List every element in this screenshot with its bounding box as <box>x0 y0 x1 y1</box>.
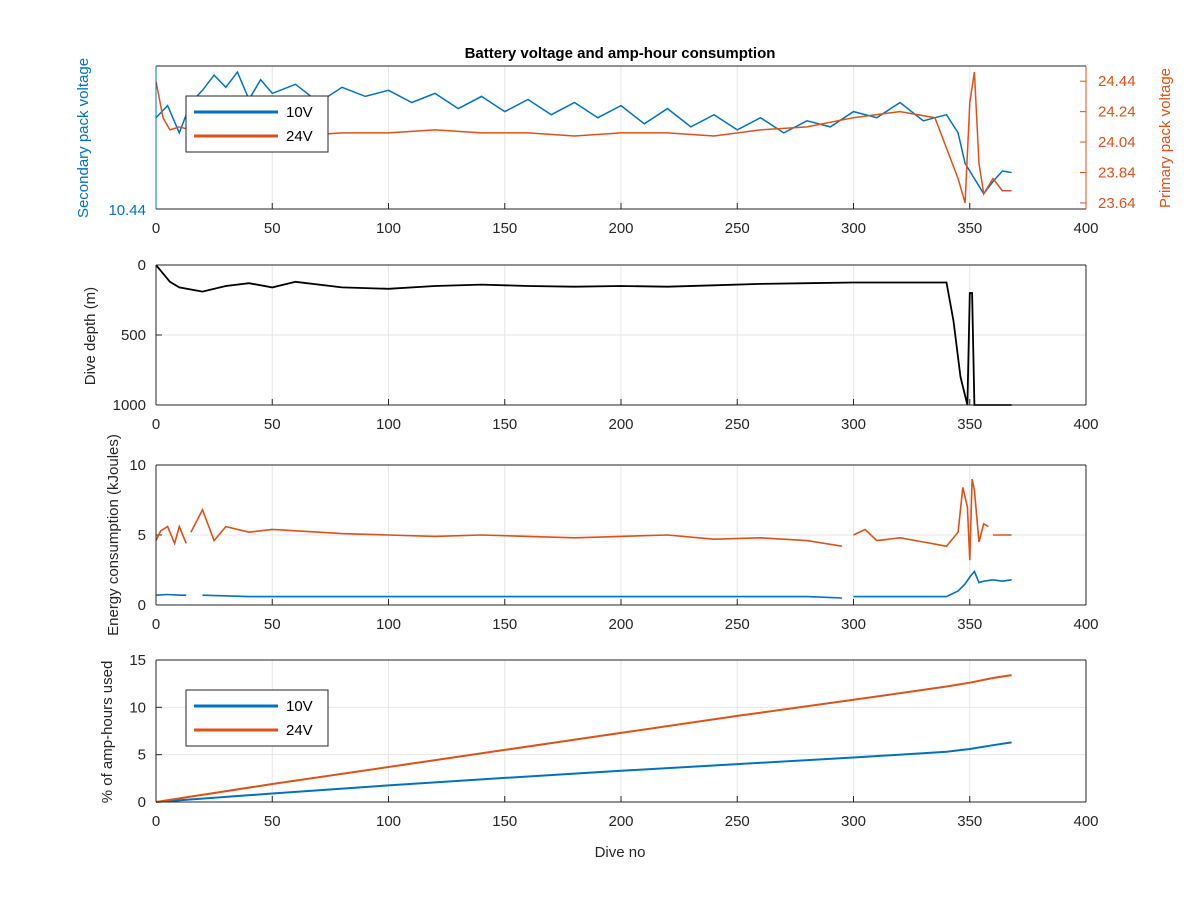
x-tick-label: 0 <box>152 416 160 433</box>
x-tick-label: 50 <box>264 416 281 433</box>
right-y-axis-label: Primary pack voltage <box>1157 68 1174 208</box>
x-tick-label: 300 <box>841 220 866 237</box>
x-tick-label: 150 <box>492 616 517 633</box>
x-tick-label: 350 <box>957 416 982 433</box>
x-tick-label: 400 <box>1073 416 1098 433</box>
depth-panel: Dive depth (m) 0 50 100 150 200 250 300 350 400 0… <box>82 257 1099 433</box>
y-tick-label: 10 <box>129 457 146 474</box>
left-y-tick-label: 10.44 <box>108 202 146 219</box>
x-tick-label: 200 <box>608 813 633 830</box>
chart-title: Battery voltage and amp-hour consumption <box>465 45 776 62</box>
depth-line <box>155 264 1012 406</box>
x-tick-label: 200 <box>608 616 633 633</box>
x-tick-label: 0 <box>152 813 160 830</box>
legend-label: 10V <box>286 698 313 715</box>
energy-panel: Energy consumption (kJoules) 0 50 100 150 20… <box>105 434 1099 636</box>
x-tick-label: 350 <box>957 813 982 830</box>
x-tick-label: 0 <box>152 616 160 633</box>
left-y-axis-label: Secondary pack voltage <box>75 58 92 218</box>
x-tick-label: 100 <box>376 616 401 633</box>
legend-label: 24V <box>286 722 313 739</box>
energy-line-orange <box>155 478 1012 561</box>
y-tick-label: 0 <box>138 257 146 274</box>
right-y-tick-label: 24.04 <box>1098 134 1136 151</box>
x-tick-label: 200 <box>608 416 633 433</box>
x-tick-label: 350 <box>957 220 982 237</box>
y-tick-label: 10 <box>129 699 146 716</box>
x-tick-label: 50 <box>264 616 281 633</box>
x-tick-label: 300 <box>841 416 866 433</box>
amphours-line-24V <box>155 674 1012 803</box>
y-tick-label: 5 <box>138 527 146 544</box>
voltage-panel: Battery voltage and amp-hour consumption… <box>75 45 1174 237</box>
y-tick-label: 1000 <box>113 397 146 414</box>
right-y-tick-label: 23.84 <box>1098 164 1136 181</box>
x-tick-label: 100 <box>376 813 401 830</box>
right-y-tick-label: 23.64 <box>1098 195 1136 212</box>
x-tick-label: 100 <box>376 416 401 433</box>
x-tick-label: 150 <box>492 813 517 830</box>
y-tick-label: 15 <box>129 652 146 669</box>
legend-box <box>185 689 329 747</box>
series-line-10v <box>156 70 1012 196</box>
amphours-y-axis-label: % of amp-hours used <box>99 661 116 804</box>
legend-label: 24V <box>286 128 313 145</box>
x-tick-label: 150 <box>492 220 517 237</box>
x-tick-label: 300 <box>841 616 866 633</box>
x-tick-label: 250 <box>725 813 750 830</box>
legend-label: 10V <box>286 104 313 121</box>
y-tick-label: 5 <box>138 747 146 764</box>
x-tick-label: 250 <box>725 616 750 633</box>
x-tick-label: 400 <box>1073 220 1098 237</box>
x-tick-label: 350 <box>957 616 982 633</box>
legend-box <box>185 95 329 153</box>
x-tick-label: 250 <box>725 220 750 237</box>
x-tick-label: 100 <box>376 220 401 237</box>
x-tick-label: 50 <box>264 220 281 237</box>
x-tick-label: 0 <box>152 220 160 237</box>
x-axis-label: Dive no <box>595 844 646 861</box>
x-tick-label: 250 <box>725 416 750 433</box>
x-tick-label: 400 <box>1073 813 1098 830</box>
x-tick-label: 150 <box>492 416 517 433</box>
y-tick-label: 0 <box>138 794 146 811</box>
energy-line-blue <box>155 569 1012 599</box>
y-tick-label: 500 <box>121 327 146 344</box>
amphours-panel: % of amp-hours used Dive no 0 50 100 150 200… <box>99 652 1099 861</box>
x-tick-label: 300 <box>841 813 866 830</box>
x-tick-label: 400 <box>1073 616 1098 633</box>
x-tick-label: 50 <box>264 813 281 830</box>
right-y-tick-label: 24.24 <box>1098 104 1136 121</box>
y-tick-label: 0 <box>138 597 146 614</box>
amphours-line-10V <box>155 741 1012 803</box>
energy-y-axis-label: Energy consumption (kJoules) <box>105 434 122 636</box>
depth-y-axis-label: Dive depth (m) <box>82 287 99 385</box>
right-y-tick-label: 24.44 <box>1098 73 1136 90</box>
x-tick-label: 200 <box>608 220 633 237</box>
